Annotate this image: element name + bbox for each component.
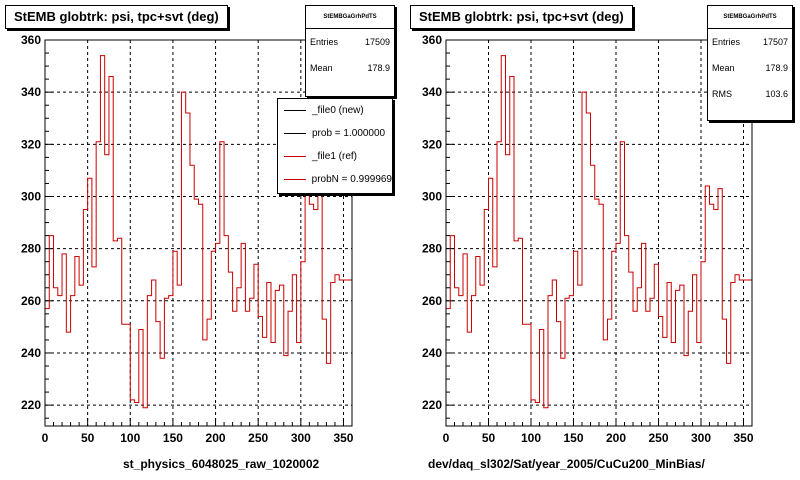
legend-item-probn: probN = 0.999969 — [278, 168, 392, 191]
right-stats-rms-label: RMS — [712, 89, 732, 99]
left-series-0-line — [45, 55, 352, 409]
legend-swatch-prob — [284, 133, 306, 134]
left-y-tick-label-280: 280 — [21, 242, 41, 256]
right-chart-title: StEMB globtrk: psi, tpc+svt (deg) — [410, 5, 633, 29]
right-y-tick-label-340: 340 — [422, 85, 442, 99]
right-stats-row-entries: Entries 17507 — [708, 29, 792, 55]
right-stats-row-mean: Mean 178.9 — [708, 55, 792, 81]
legend-label-file1: _file1 (ref) — [312, 151, 358, 162]
legend-label-probn: probN = 0.999969 — [311, 174, 392, 185]
left-panel: 0 50 100 150 200 250 300 350 220 240 260 280 300 320 3… — [5, 5, 395, 471]
right-stats-mean-label: Mean — [712, 63, 735, 73]
left-x-tick-label-100: 100 — [120, 431, 140, 445]
left-y-tick-label-220: 220 — [21, 398, 41, 412]
left-y-tick-label-300: 300 — [21, 189, 41, 203]
right-x-tick-label-250: 250 — [648, 431, 668, 445]
left-y-tick-label-320: 320 — [21, 137, 41, 151]
left-y-tick-label-360: 360 — [21, 33, 41, 47]
left-x-tick-label-350: 350 — [333, 431, 353, 445]
right-stats-mean-value: 178.9 — [765, 63, 788, 73]
left-x-tick-label-250: 250 — [248, 431, 268, 445]
legend-swatch-file0 — [284, 110, 306, 111]
left-x-tick-label-200: 200 — [206, 431, 226, 445]
left-stats-row-entries: Entries 17509 — [306, 29, 394, 55]
right-y-tick-label-240: 240 — [422, 346, 442, 360]
left-stats-mean-label: Mean — [310, 63, 333, 73]
right-y-tick-label-280: 280 — [422, 242, 442, 256]
right-stats-box: StEMBGaGrhPdTS Entries 17507 Mean 178.9 … — [707, 5, 793, 121]
left-y-tick-label-340: 340 — [21, 85, 41, 99]
legend-item-file1: _file1 (ref) — [278, 145, 392, 168]
right-stats-entries-value: 17507 — [762, 37, 788, 47]
right-x-tick-label-150: 150 — [563, 431, 583, 445]
legend-label-prob: prob = 1.000000 — [312, 128, 386, 139]
right-stats-row-rms: RMS 103.6 — [708, 81, 792, 107]
right-panel: 0 50 100 150 200 250 300 350 220 240 260 280 300 320 3… — [400, 0, 800, 480]
right-x-tick-label-300: 300 — [691, 431, 711, 445]
left-x-tick-label-50: 50 — [81, 431, 95, 445]
left-stats-box: StEMBGaGrhPdTS Entries 17509 Mean 178.9 — [305, 5, 395, 97]
right-series-0-line — [446, 55, 752, 409]
left-x-axis-label: st_physics_6048025_raw_1020002 — [123, 457, 320, 471]
right-x-tick-label-50: 50 — [482, 431, 496, 445]
legend-swatch-file1 — [284, 156, 306, 157]
left-y-tick-label-260: 260 — [21, 294, 41, 308]
legend-label-file0: _file0 (new) — [312, 105, 364, 116]
left-x-tick-label-150: 150 — [163, 431, 183, 445]
left-chart-title: StEMB globtrk: psi, tpc+svt (deg) — [5, 5, 228, 29]
left-stats-name: StEMBGaGrhPdTS — [306, 6, 394, 29]
right-y-tick-label-260: 260 — [422, 294, 442, 308]
right-x-tick-label-350: 350 — [733, 431, 753, 445]
right-stats-entries-label: Entries — [712, 37, 741, 47]
left-stats-row-mean: Mean 178.9 — [306, 55, 394, 81]
legend-item-prob: prob = 1.000000 — [278, 122, 392, 145]
legend-item-file0: _file0 (new) — [278, 99, 392, 122]
right-y-tick-label-300: 300 — [422, 189, 442, 203]
right-stats-name: StEMBGaGrhPdTS — [708, 6, 792, 29]
right-y-tick-label-320: 320 — [422, 137, 442, 151]
right-x-tick-label-100: 100 — [521, 431, 541, 445]
left-stats-entries-value: 17509 — [364, 37, 390, 47]
right-x-tick-label-0: 0 — [443, 431, 450, 445]
left-stats-mean-value: 178.9 — [367, 63, 390, 73]
right-x-tick-label-200: 200 — [606, 431, 626, 445]
left-x-tick-label-300: 300 — [291, 431, 311, 445]
right-plot: 0 50 100 150 200 250 300 350 220 240 260 280 300 320 3… — [422, 33, 754, 445]
left-stats-entries-label: Entries — [310, 37, 339, 47]
right-x-axis-label: dev/daq_sl302/Sat/year_2005/CuCu200_MinB… — [428, 457, 705, 471]
left-legend: _file0 (new) prob = 1.000000 _file1 (ref… — [277, 98, 393, 194]
right-stats-rms-value: 103.6 — [765, 89, 788, 99]
left-x-tick-label-0: 0 — [42, 431, 49, 445]
right-y-tick-label-220: 220 — [422, 398, 442, 412]
legend-swatch-probn — [284, 179, 306, 180]
right-y-tick-label-360: 360 — [422, 33, 442, 47]
left-y-tick-label-240: 240 — [21, 346, 41, 360]
